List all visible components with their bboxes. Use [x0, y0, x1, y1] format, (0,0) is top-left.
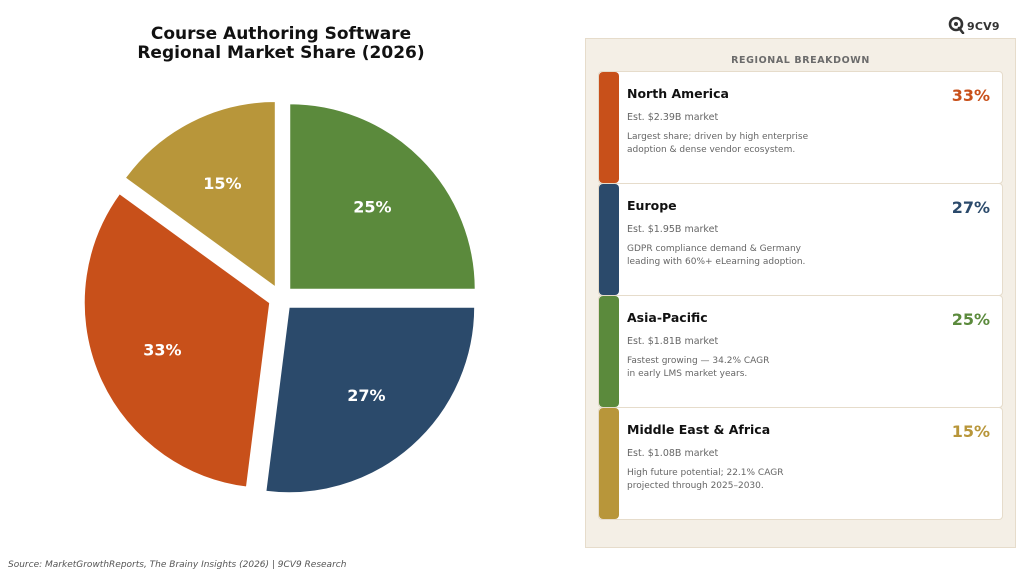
card-description-line: leading with 60%+ eLearning adoption. — [627, 256, 806, 267]
card-estimate: Est. $2.39B market — [627, 112, 719, 123]
card-region-name: Asia-Pacific — [627, 310, 708, 325]
pie-slice-europe — [264, 306, 476, 494]
pie-slice-north-america — [83, 192, 271, 489]
region-card-middle-east-africa: Middle East & Africa 15% Est. $1.08B mar… — [598, 407, 1003, 520]
card-description: Fastest growing — 34.2% CAGR in early LM… — [627, 355, 927, 380]
card-region-name: Europe — [627, 198, 677, 213]
chart-title-line-1: Course Authoring Software — [150, 24, 412, 44]
card-percent: 33% — [951, 86, 990, 105]
card-description-line: adoption & dense vendor ecosystem. — [627, 144, 796, 155]
logo-icon — [948, 16, 965, 34]
card-color-bar — [599, 296, 619, 407]
pie-chart: 25% 27% 33% 15% — [83, 100, 477, 494]
card-description: Largest share; driven by high enterprise… — [627, 131, 927, 156]
pie-slice-label: 15% — [203, 174, 241, 193]
card-description-line: Largest share; driven by high enterprise — [627, 132, 809, 142]
card-percent: 25% — [951, 310, 990, 329]
card-estimate: Est. $1.81B market — [627, 336, 719, 347]
brand-logo: 9CV9 — [948, 16, 1000, 34]
region-card-europe: Europe 27% Est. $1.95B market GDPR compl… — [598, 183, 1003, 296]
panel-title: REGIONAL BREAKDOWN — [731, 55, 870, 66]
chart-title: Course Authoring Software Regional Marke… — [100, 25, 462, 63]
card-description-line: Fastest growing — 34.2% CAGR — [627, 356, 770, 366]
pie-slice-asia-pacific — [288, 102, 477, 291]
pie-slice-middle-east-africa — [124, 100, 277, 289]
region-card-asia-pacific: Asia-Pacific 25% Est. $1.81B market Fast… — [598, 295, 1003, 408]
card-color-bar — [599, 72, 619, 183]
chart-title-line-2: Regional Market Share (2026) — [137, 43, 425, 63]
pie-slice-label: 33% — [143, 340, 181, 359]
card-description-line: projected through 2025–2030. — [627, 480, 764, 491]
card-color-bar — [599, 184, 619, 295]
card-percent: 15% — [951, 422, 990, 441]
card-description-line: in early LMS market years. — [627, 368, 748, 379]
card-color-bar — [599, 408, 619, 519]
card-description: High future potential; 22.1% CAGR projec… — [627, 467, 927, 492]
card-region-name: North America — [627, 86, 729, 101]
card-description: GDPR compliance demand & Germany leading… — [627, 243, 927, 268]
card-description-line: High future potential; 22.1% CAGR — [627, 468, 784, 478]
logo-text: 9CV9 — [967, 20, 1000, 33]
card-estimate: Est. $1.08B market — [627, 448, 719, 459]
pie-slice-label: 27% — [347, 386, 385, 405]
card-estimate: Est. $1.95B market — [627, 224, 719, 235]
card-region-name: Middle East & Africa — [627, 422, 771, 437]
pie-slice-label: 25% — [353, 198, 391, 217]
source-note: Source: MarketGrowthReports, The Brainy … — [8, 560, 347, 570]
region-card-north-america: North America 33% Est. $2.39B market Lar… — [598, 71, 1003, 184]
card-percent: 27% — [951, 198, 990, 217]
card-description-line: GDPR compliance demand & Germany — [627, 244, 802, 254]
